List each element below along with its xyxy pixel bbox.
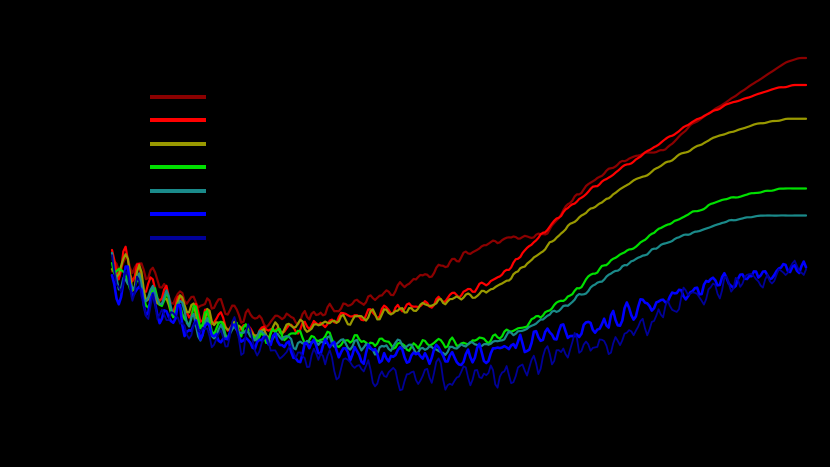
- legend-item[interactable]: [150, 85, 270, 109]
- legend-swatch-series-3: [150, 141, 206, 146]
- legend-item[interactable]: [150, 226, 270, 250]
- legend-swatch-series-6: [150, 212, 206, 217]
- series-line-series-6: [110, 260, 808, 367]
- legend-swatch-series-4: [150, 165, 206, 170]
- legend-swatch-series-7: [150, 235, 206, 240]
- legend-item[interactable]: [150, 109, 270, 133]
- chart-legend: [150, 85, 270, 250]
- legend-swatch-series-5: [150, 188, 206, 193]
- series-layer: [110, 56, 808, 392]
- legend-item[interactable]: [150, 179, 270, 203]
- series-line-series-1: [110, 56, 808, 329]
- series-line-series-7: [111, 254, 807, 392]
- legend-item[interactable]: [150, 156, 270, 180]
- legend-item[interactable]: [150, 203, 270, 227]
- legend-swatch-series-1: [150, 94, 206, 99]
- legend-item[interactable]: [150, 132, 270, 156]
- legend-swatch-series-2: [150, 118, 206, 123]
- series-line-series-3: [110, 117, 808, 340]
